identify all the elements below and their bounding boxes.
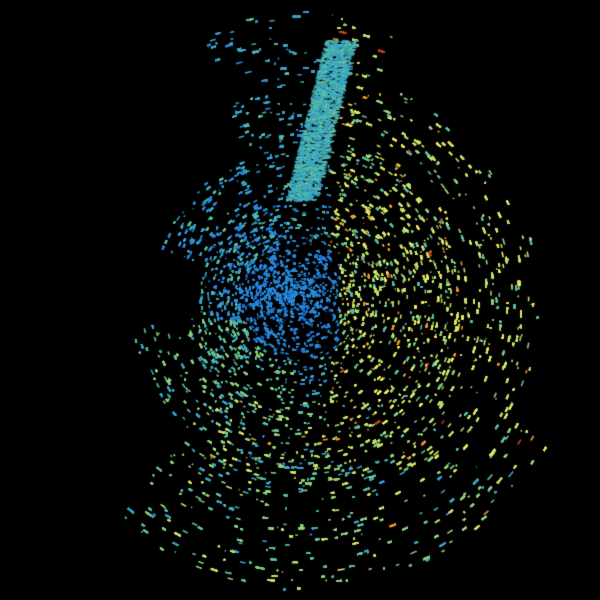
radar-site-marker [295, 295, 303, 303]
